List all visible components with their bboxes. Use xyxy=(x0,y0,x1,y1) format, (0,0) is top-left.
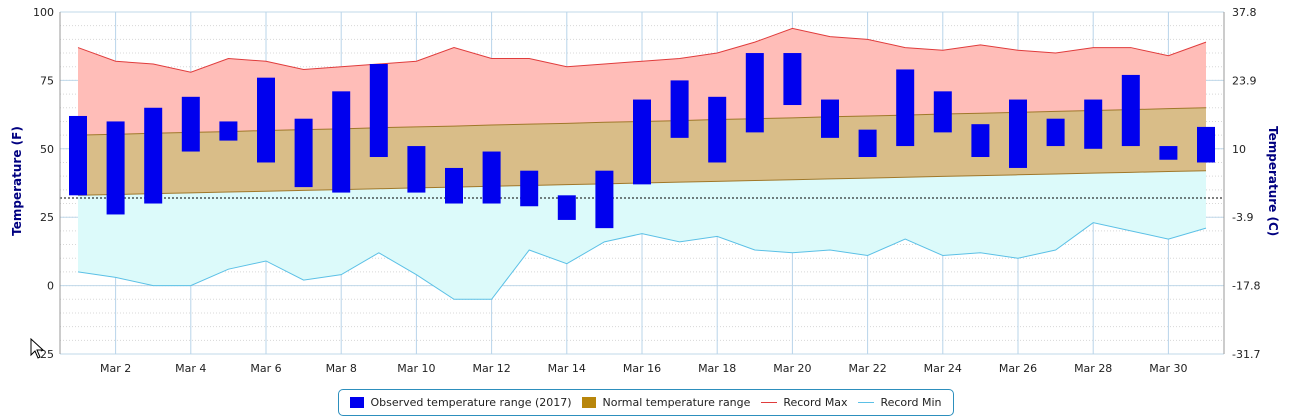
x-tick-label: Mar 10 xyxy=(397,362,435,375)
y-axis-right-label: Temperature (C) xyxy=(1266,126,1280,237)
observed-bar xyxy=(1046,118,1065,147)
observed-bar xyxy=(1197,126,1215,163)
legend-swatch-record-min xyxy=(858,402,875,403)
observed-bar xyxy=(181,96,200,152)
observed-bar xyxy=(332,91,351,193)
observed-bar xyxy=(1009,99,1027,168)
x-tick-label: Mar 16 xyxy=(623,362,661,375)
x-tick-label: Mar 8 xyxy=(326,362,357,375)
record-max-line xyxy=(77,27,1207,73)
y-tick-label-right: 37.8 xyxy=(1232,6,1257,19)
y-axis-left-label: Temperature (F) xyxy=(10,126,24,236)
legend-item-record-min[interactable]: Record Min xyxy=(858,396,942,409)
observed-bar xyxy=(144,107,163,204)
legend-swatch-record-max xyxy=(761,402,778,403)
legend-item-record-max[interactable]: Record Max xyxy=(761,396,848,409)
legend-label-record-min: Record Min xyxy=(880,396,942,409)
y-tick-label-left: 100 xyxy=(33,6,54,19)
mouse-cursor-icon xyxy=(30,338,45,359)
observed-bar xyxy=(445,167,463,204)
y-tick-label-right: 23.9 xyxy=(1232,74,1257,87)
observed-bar xyxy=(896,69,915,147)
x-tick-label: Mar 28 xyxy=(1074,362,1112,375)
legend-item-normal[interactable]: Normal temperature range xyxy=(582,396,750,409)
observed-bar xyxy=(708,96,727,163)
observed-bar xyxy=(1159,146,1178,160)
y-tick-label-left: 50 xyxy=(40,143,54,156)
observed-bar xyxy=(595,170,614,229)
observed-bar xyxy=(745,53,764,133)
observed-bar xyxy=(369,63,388,158)
x-tick-label: Mar 4 xyxy=(175,362,206,375)
x-tick-label: Mar 24 xyxy=(924,362,962,375)
legend-label-observed: Observed temperature range (2017) xyxy=(370,396,572,409)
x-tick-label: Mar 18 xyxy=(698,362,736,375)
observed-bar xyxy=(219,121,238,141)
observed-bar xyxy=(557,195,576,220)
observed-bar xyxy=(69,115,87,196)
observed-bar xyxy=(633,99,651,185)
x-tick-label: Mar 12 xyxy=(472,362,510,375)
observed-bar xyxy=(520,170,539,207)
x-tick-label: Mar 6 xyxy=(250,362,281,375)
observed-bar xyxy=(1084,99,1103,149)
observed-bar xyxy=(407,146,426,193)
axes: 100 75 50 25 0 -25 37.8 23.9 10 -3.9 -17.8 -31.7 Mar… xyxy=(33,6,1260,375)
observed-bar xyxy=(783,53,802,106)
legend-swatch-normal xyxy=(582,397,597,408)
observed-bar xyxy=(670,80,689,138)
x-tick-label: Mar 14 xyxy=(548,362,586,375)
y-tick-label-right: -17.8 xyxy=(1232,280,1260,293)
y-tick-label-left: 25 xyxy=(40,211,54,224)
legend-label-record-max: Record Max xyxy=(783,396,848,409)
y-tick-label-right: 10 xyxy=(1232,143,1246,156)
x-tick-label: Mar 20 xyxy=(773,362,811,375)
x-tick-label: Mar 22 xyxy=(848,362,886,375)
y-tick-label-left: -25 xyxy=(36,348,54,361)
y-tick-label-left: 75 xyxy=(40,74,54,87)
record-min-line xyxy=(77,222,1207,300)
record-max-area xyxy=(78,28,1206,136)
observed-bar xyxy=(1121,74,1140,147)
legend-label-normal: Normal temperature range xyxy=(602,396,751,409)
observed-bar xyxy=(294,118,313,188)
x-tick-label: Mar 26 xyxy=(999,362,1037,375)
y-tick-label-right: -31.7 xyxy=(1232,348,1260,361)
observed-bar xyxy=(933,91,952,133)
x-tick-label: Mar 2 xyxy=(100,362,131,375)
y-tick-label-right: -3.9 xyxy=(1232,211,1253,224)
observed-bar xyxy=(971,124,990,158)
observed-bars xyxy=(69,53,1215,229)
observed-bar xyxy=(482,151,501,204)
record-min-area xyxy=(78,170,1206,300)
observed-bar xyxy=(257,77,275,163)
temperature-chart: 100 75 50 25 0 -25 37.8 23.9 10 -3.9 -17.8 -31.7 Mar… xyxy=(33,6,1260,375)
observed-bar xyxy=(858,129,877,158)
observed-bar xyxy=(821,99,839,138)
legend: Observed temperature range (2017) Normal… xyxy=(338,389,954,416)
y-tick-label-left: 0 xyxy=(47,280,54,293)
x-tick-label: Mar 30 xyxy=(1149,362,1187,375)
legend-swatch-observed xyxy=(350,397,365,408)
observed-bar xyxy=(106,121,125,215)
legend-item-observed[interactable]: Observed temperature range (2017) xyxy=(350,396,572,409)
